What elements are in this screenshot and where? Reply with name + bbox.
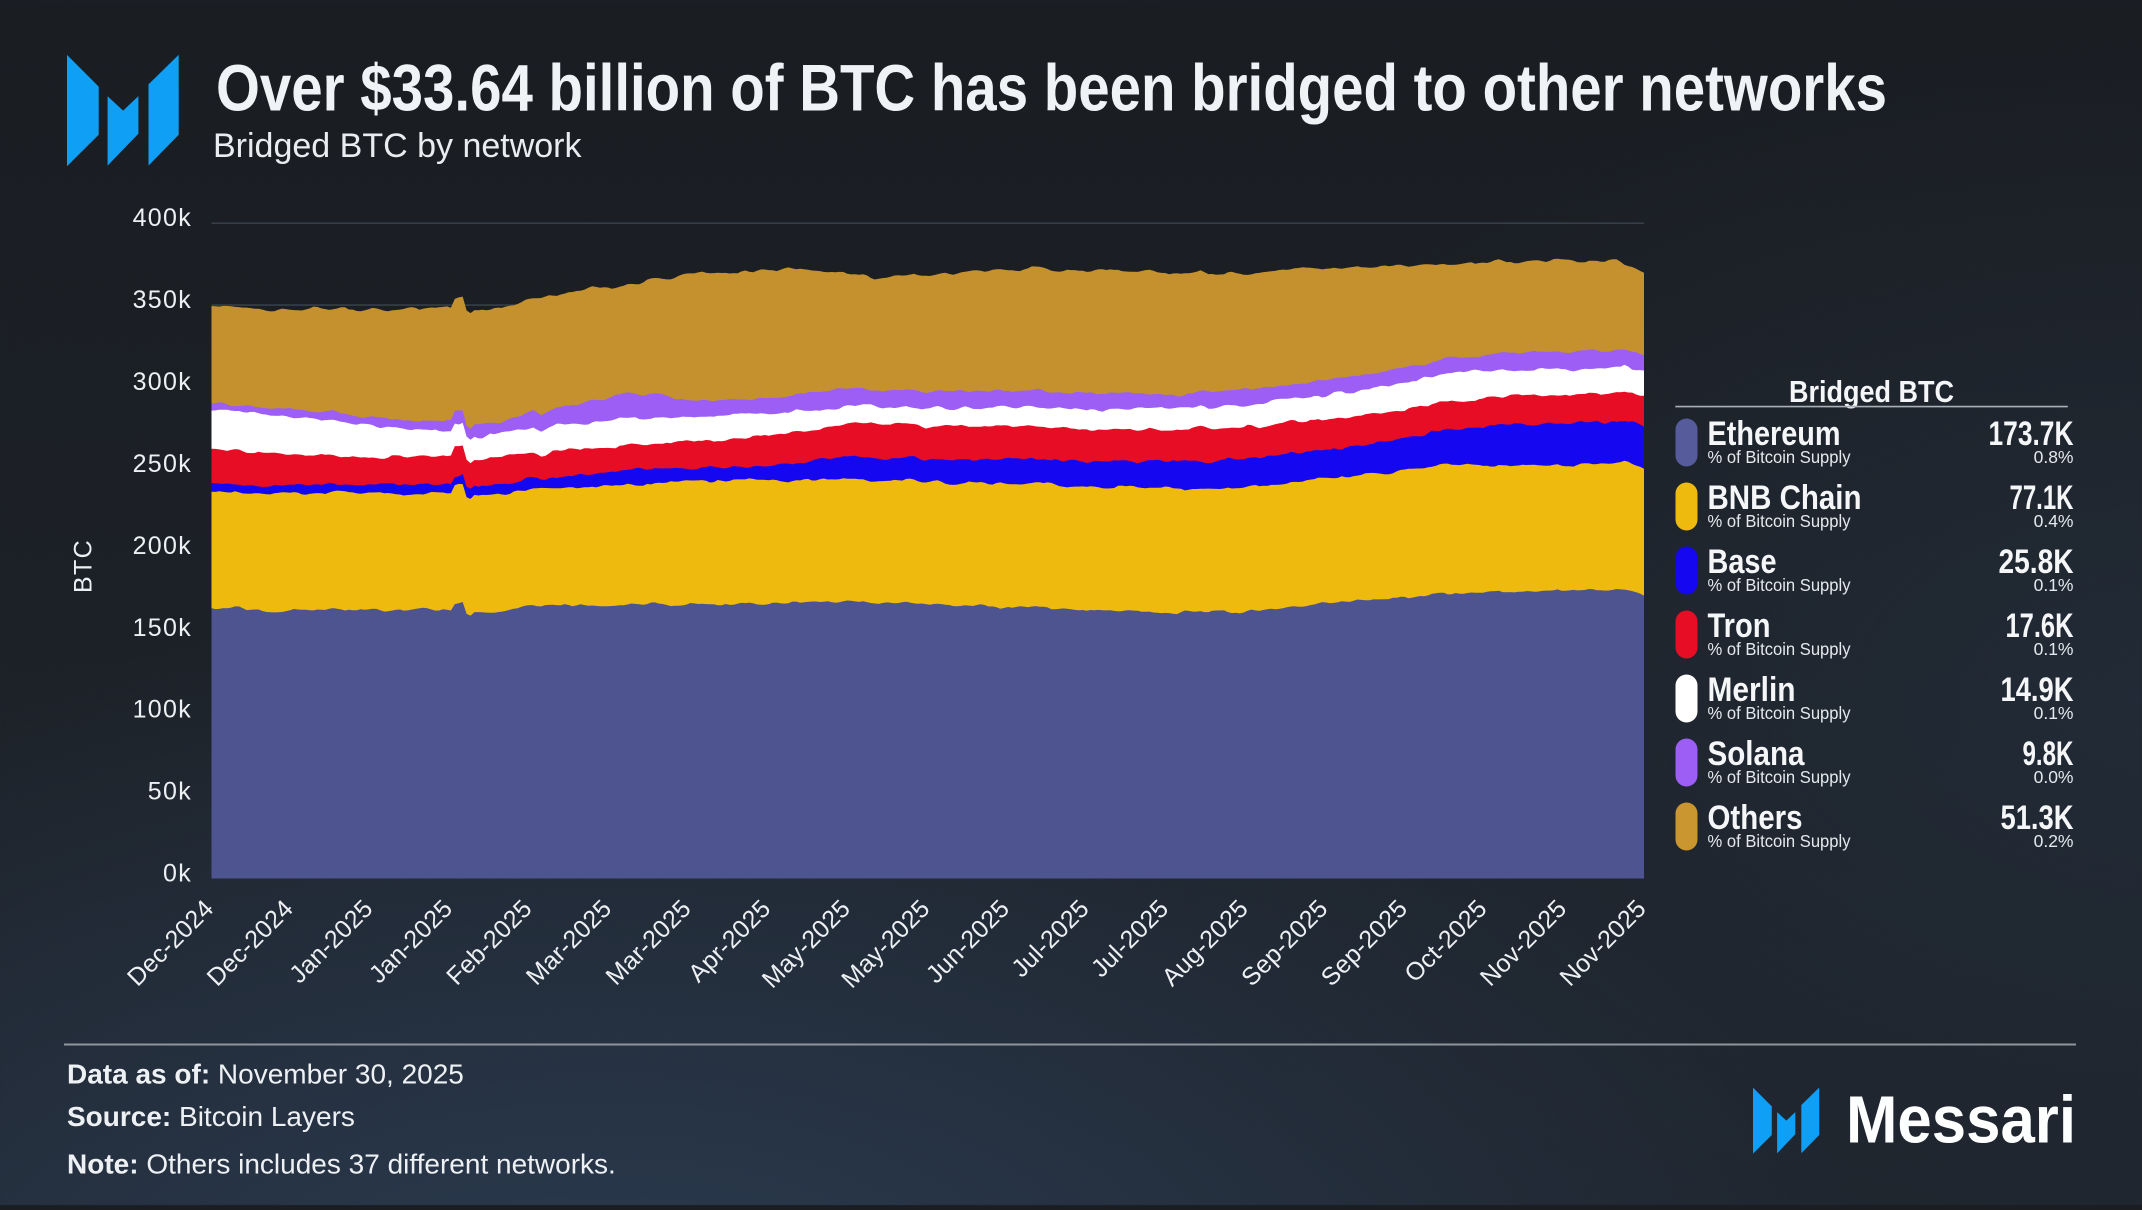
- svg-text:150k: 150k: [133, 614, 192, 642]
- svg-text:Messari: Messari: [1846, 1082, 2076, 1157]
- svg-text:25.8K: 25.8K: [1999, 543, 2074, 581]
- svg-text:77.1K: 77.1K: [2010, 479, 2074, 517]
- svg-text:17.6K: 17.6K: [2006, 607, 2074, 645]
- svg-text:Dec-2024: Dec-2024: [202, 894, 299, 991]
- svg-text:51.3K: 51.3K: [2001, 799, 2074, 837]
- svg-text:9.8K: 9.8K: [2023, 735, 2074, 773]
- svg-text:350k: 350k: [133, 286, 192, 314]
- svg-text:Data as of: November 30, 2025: Data as of: November 30, 2025: [67, 1059, 464, 1090]
- svg-text:Feb-2025: Feb-2025: [441, 894, 537, 990]
- svg-text:% of Bitcoin Supply: % of Bitcoin Supply: [1708, 703, 1851, 723]
- svg-text:Mar-2025: Mar-2025: [521, 894, 617, 990]
- svg-text:% of Bitcoin Supply: % of Bitcoin Supply: [1708, 767, 1851, 787]
- svg-text:Tron: Tron: [1708, 607, 1771, 645]
- svg-text:0.8%: 0.8%: [2034, 447, 2074, 467]
- svg-text:200k: 200k: [133, 532, 192, 560]
- svg-text:0.2%: 0.2%: [2034, 831, 2074, 851]
- svg-text:173.7K: 173.7K: [1989, 415, 2074, 453]
- svg-text:250k: 250k: [133, 450, 192, 478]
- svg-text:Merlin: Merlin: [1708, 671, 1796, 709]
- svg-text:0.1%: 0.1%: [2034, 639, 2074, 659]
- svg-text:Aug-2025: Aug-2025: [1157, 894, 1254, 991]
- svg-text:Mar-2025: Mar-2025: [600, 894, 696, 990]
- svg-text:Source: Bitcoin Layers: Source: Bitcoin Layers: [67, 1101, 355, 1132]
- svg-text:0.0%: 0.0%: [2034, 767, 2074, 787]
- svg-text:Ethereum: Ethereum: [1708, 415, 1841, 453]
- svg-text:Sep-2025: Sep-2025: [1236, 894, 1333, 991]
- svg-text:Bridged BTC: Bridged BTC: [1789, 374, 1954, 409]
- svg-text:May-2025: May-2025: [836, 894, 935, 993]
- svg-text:Nov-2025: Nov-2025: [1554, 894, 1651, 991]
- svg-text:Nov-2025: Nov-2025: [1475, 894, 1572, 991]
- svg-text:% of Bitcoin Supply: % of Bitcoin Supply: [1708, 639, 1851, 659]
- svg-text:Jul-2025: Jul-2025: [1006, 894, 1094, 982]
- svg-text:0.1%: 0.1%: [2034, 703, 2074, 723]
- svg-text:BTC: BTC: [70, 539, 98, 593]
- svg-text:Dec-2024: Dec-2024: [122, 894, 219, 991]
- svg-text:Base: Base: [1708, 543, 1777, 581]
- svg-text:100k: 100k: [133, 696, 192, 724]
- svg-text:Over $33.64 billion of BTC has: Over $33.64 billion of BTC has been brid…: [216, 50, 1887, 124]
- svg-text:% of Bitcoin Supply: % of Bitcoin Supply: [1708, 575, 1851, 595]
- svg-text:0k: 0k: [163, 860, 192, 888]
- svg-text:Note: Others includes 37 diffe: Note: Others includes 37 different netwo…: [67, 1149, 616, 1180]
- svg-text:50k: 50k: [148, 778, 192, 806]
- svg-text:400k: 400k: [133, 204, 192, 232]
- svg-text:Jun-2025: Jun-2025: [921, 894, 1015, 988]
- svg-text:% of Bitcoin Supply: % of Bitcoin Supply: [1708, 831, 1851, 851]
- svg-text:Solana: Solana: [1708, 735, 1806, 773]
- svg-text:0.4%: 0.4%: [2034, 511, 2074, 531]
- svg-text:Others: Others: [1708, 799, 1803, 837]
- svg-text:BNB Chain: BNB Chain: [1708, 479, 1862, 517]
- svg-text:Sep-2025: Sep-2025: [1316, 894, 1413, 991]
- svg-text:14.9K: 14.9K: [2001, 671, 2074, 709]
- svg-text:Jan-2025: Jan-2025: [284, 894, 378, 988]
- svg-text:300k: 300k: [133, 368, 192, 396]
- svg-text:0.1%: 0.1%: [2034, 575, 2074, 595]
- svg-text:Bridged BTC by network: Bridged BTC by network: [213, 127, 582, 165]
- svg-text:% of Bitcoin Supply: % of Bitcoin Supply: [1708, 447, 1851, 467]
- svg-text:% of Bitcoin Supply: % of Bitcoin Supply: [1708, 511, 1851, 531]
